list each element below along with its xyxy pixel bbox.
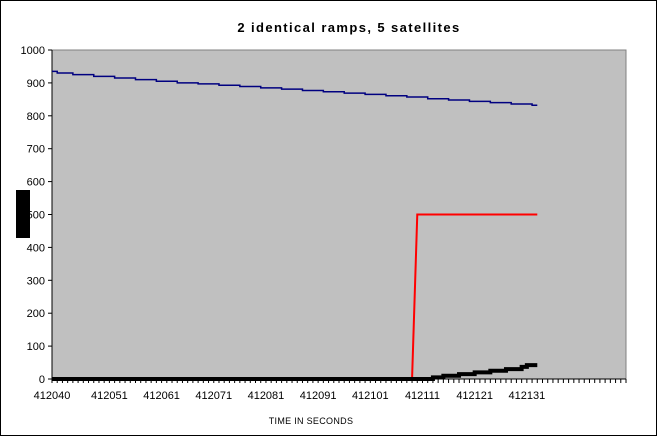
- x-tick-label: 412040: [34, 390, 71, 402]
- y-tick-label: 600: [27, 177, 45, 189]
- x-axis: 412040 412051 412061 412071 412081 412091 4121…: [34, 378, 627, 402]
- x-tick-label: 412131: [508, 390, 545, 402]
- x-tick-label: 412101: [352, 390, 389, 402]
- x-tick-label: 412091: [300, 390, 337, 402]
- y-tick-label: 700: [27, 144, 45, 156]
- y-tick-label: 200: [27, 308, 45, 320]
- y-tick-label: 0: [39, 374, 45, 386]
- plot-area: [51, 49, 627, 380]
- y-tick-label: 900: [27, 78, 45, 90]
- y-axis-title-marker: [16, 190, 30, 238]
- series-3: [51, 363, 538, 381]
- x-tick-label: 412061: [143, 390, 180, 402]
- y-tick-label: 500: [27, 210, 45, 222]
- series-layer: [51, 70, 538, 381]
- x-tick-label: 412051: [91, 390, 128, 402]
- x-tick-label: 412071: [195, 390, 232, 402]
- y-tick-label: 800: [27, 111, 45, 123]
- y-tick-label: 1000: [21, 45, 45, 57]
- y-tick-label: 300: [27, 275, 45, 287]
- series-1: [51, 70, 538, 107]
- y-tick-label: 100: [27, 341, 45, 353]
- y-tick-label: 400: [27, 242, 45, 254]
- x-axis-label: TIME IN SECONDS: [269, 416, 354, 426]
- x-tick-label: 412081: [248, 390, 285, 402]
- x-tick-label: 412121: [456, 390, 493, 402]
- chart-title: 2 identical ramps, 5 satellites: [237, 20, 460, 35]
- series-1-line: [52, 70, 538, 107]
- y-axis: 0 100 200 300 400 500 600 700 800 900 1000: [21, 45, 53, 386]
- x-tick-label: 412111: [405, 390, 440, 402]
